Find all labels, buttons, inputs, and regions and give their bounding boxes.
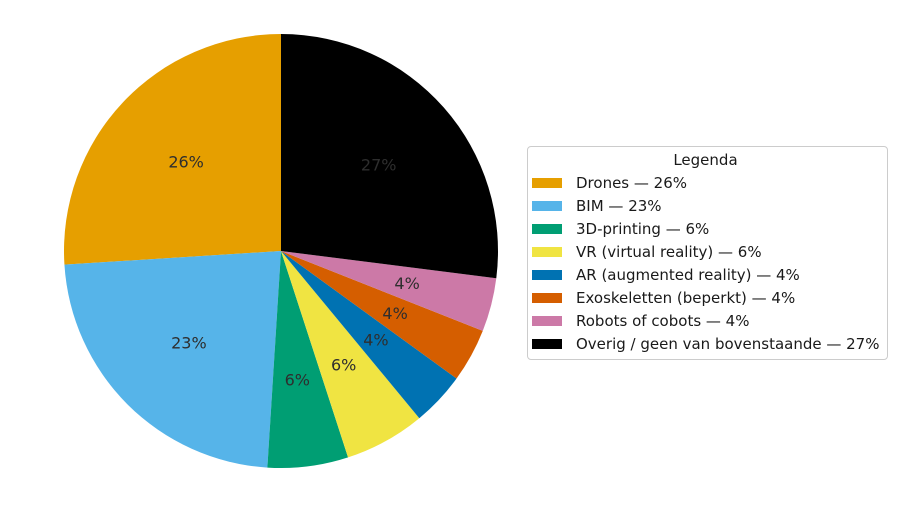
pie-slice xyxy=(64,251,282,468)
legend-item-label: 3D-printing — 6% xyxy=(576,219,710,238)
pie-slice-label: 26% xyxy=(168,152,204,171)
legend-item: Exoskeletten (beperkt) — 4% xyxy=(532,286,879,309)
legend-item-label: Robots of cobots — 4% xyxy=(576,311,750,330)
legend-item: VR (virtual reality) — 6% xyxy=(532,240,879,263)
pie-slice-label: 4% xyxy=(363,331,388,350)
pie-slice-label: 27% xyxy=(361,155,397,174)
legend-item-label: Drones — 26% xyxy=(576,173,687,192)
pie-slice-label: 6% xyxy=(331,356,356,375)
legend-swatch xyxy=(532,292,562,303)
legend-item-label: AR (augmented reality) — 4% xyxy=(576,265,800,284)
pie-slice-label: 23% xyxy=(171,334,207,353)
pie-slice xyxy=(281,251,483,379)
legend-item: Robots of cobots — 4% xyxy=(532,309,879,332)
legend-item: 3D-printing — 6% xyxy=(532,217,879,240)
legend-item: BIM — 23% xyxy=(532,194,879,217)
legend-item-label: BIM — 23% xyxy=(576,196,662,215)
pie-slice xyxy=(281,251,457,419)
legend-item: AR (augmented reality) — 4% xyxy=(532,263,879,286)
pie-slice xyxy=(281,34,499,279)
legend-swatch xyxy=(532,315,562,326)
legend-item: Overig / geen van bovenstaande — 27% xyxy=(532,332,879,355)
pie-slice-label: 6% xyxy=(285,371,310,390)
legend-swatch xyxy=(532,200,562,211)
legend-item: Drones — 26% xyxy=(532,171,879,194)
legend-swatch xyxy=(532,269,562,280)
pie-slice xyxy=(64,34,282,265)
legend-item-label: Exoskeletten (beperkt) — 4% xyxy=(576,288,796,307)
legend: Legenda Drones — 26% BIM — 23% 3D-printi… xyxy=(527,146,888,360)
legend-swatch xyxy=(532,177,562,188)
pie-slice-label: 4% xyxy=(394,274,419,293)
pie-slice xyxy=(281,251,497,331)
legend-item-label: Overig / geen van bovenstaande — 27% xyxy=(576,334,880,353)
legend-swatch xyxy=(532,223,562,234)
pie-slice xyxy=(281,251,420,458)
pie-slice-label: 4% xyxy=(382,304,407,323)
legend-swatch xyxy=(532,246,562,257)
legend-title: Legenda xyxy=(673,151,738,169)
legend-item-label: VR (virtual reality) — 6% xyxy=(576,242,762,261)
pie-slice xyxy=(267,251,349,468)
legend-swatch xyxy=(532,338,562,349)
